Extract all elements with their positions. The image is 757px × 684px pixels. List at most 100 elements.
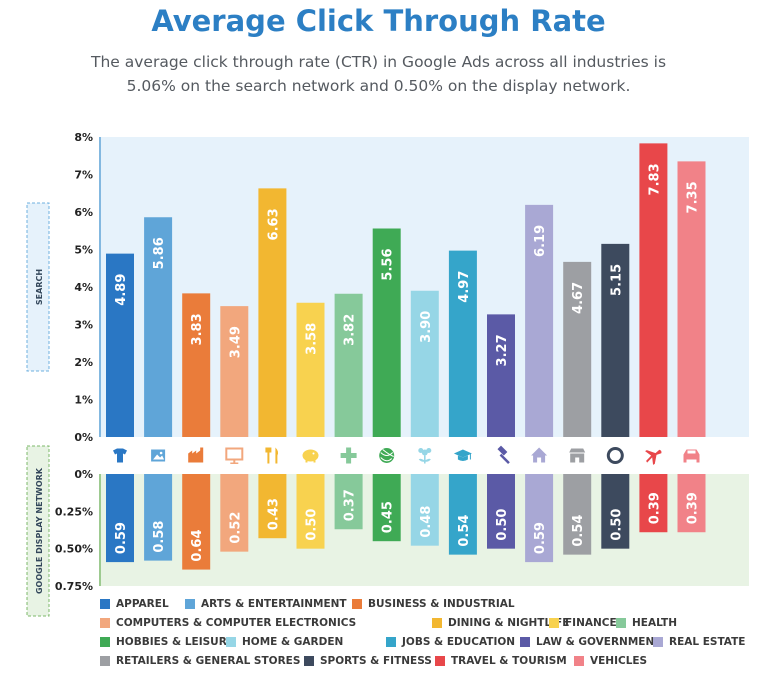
display-bar [487,474,515,549]
display-bar [220,474,249,552]
display-bar-label: 0.50 [305,509,320,541]
search-bar [296,302,325,437]
search-bar [372,228,401,437]
legend-item: JOBS & EDUCATION [386,636,515,648]
display-bar-label: 0.43 [266,498,281,530]
legend-item: SPORTS & FITNESS [304,655,432,667]
graduation-cap-icon [453,449,472,461]
search-y-tick-label: 1% [74,394,93,407]
search-bar [144,217,173,437]
display-section-panel [26,445,50,617]
display-bar [258,474,287,539]
display-bar [182,474,211,570]
piggy-bank-icon [302,449,319,463]
search-bar-label: 7.35 [686,181,701,213]
display-bar [296,474,325,549]
display-bar [525,474,554,563]
display-section-label: GOOGLE DISPLAY NETWORK [35,467,44,594]
search-bar [334,293,363,437]
display-bar-label: 0.58 [152,521,167,553]
store-icon [569,448,586,463]
legend-label: LAW & GOVERNMENT [536,636,662,648]
search-y-tick-label: 8% [74,131,93,144]
legend-label: BUSINESS & INDUSTRIAL [368,598,515,610]
search-bar-label: 6.19 [533,225,548,257]
legend-label: COMPUTERS & COMPUTER ELECTRONICS [116,617,357,629]
search-section-panel [26,202,50,372]
search-bar [677,161,706,437]
legend-label: FINANCE [565,617,617,629]
display-y-tick-label: 0% [74,468,93,481]
search-y-tick-label: 2% [74,356,93,369]
display-y-tick-label: 0.25% [55,505,93,518]
legend-item: APPAREL [100,598,169,610]
legend-swatch [226,637,236,647]
legend-swatch [574,656,584,666]
legend-swatch [100,618,110,628]
search-y-tick-label: 7% [74,169,93,182]
legend-label: HEALTH [632,617,677,629]
display-bar [106,474,134,563]
legend-item: HEALTH [616,617,677,629]
display-bar-label: 0.50 [495,509,510,541]
search-bar-label: 4.97 [457,271,472,303]
display-y-tick-label: 0.50% [55,543,93,556]
legend-item: HOME & GARDEN [226,636,343,648]
legend-swatch [520,637,530,647]
display-bar [334,474,363,530]
display-bar [639,474,668,533]
display-bar-label: 0.48 [419,506,434,538]
search-bar [563,261,592,437]
airplane-icon [645,449,662,465]
legend-swatch [653,637,663,647]
legend-item: ARTS & ENTERTAINMENT [185,598,347,610]
search-bar-label: 5.86 [152,237,167,269]
search-y-tick-label: 3% [74,319,93,332]
search-bar-label: 7.83 [647,163,662,195]
search-bar [106,253,134,437]
legend-label: HOBBIES & LEISURE [116,636,234,648]
legend-label: ARTS & ENTERTAINMENT [201,598,347,610]
search-y-tick-label: 5% [74,244,93,257]
display-bar-label: 0.45 [381,501,396,533]
search-bar-label: 4.89 [114,274,129,306]
display-bar-label: 0.39 [686,492,701,524]
legend-swatch [386,637,396,647]
cross-icon [340,447,357,464]
display-bar-label: 0.64 [190,529,205,561]
search-bar-label: 3.49 [228,326,243,358]
display-bar-label: 0.54 [571,515,586,547]
picture-icon [151,449,166,462]
legend-label: RETAILERS & GENERAL STORES [116,655,301,667]
display-bar-label: 0.37 [343,489,358,521]
legend-swatch [432,618,442,628]
display-bar-label: 0.52 [228,512,243,544]
factory-icon [188,447,204,463]
chart-subtitle: The average click through rate (CTR) in … [90,53,667,95]
display-bar-label: 0.50 [609,509,624,541]
search-bar-label: 3.90 [419,311,434,343]
legend-label: DINING & NIGHTLIFE [448,617,570,629]
search-bar-label: 3.82 [343,314,358,346]
legend-label: HOME & GARDEN [242,636,344,648]
search-bar [487,314,515,437]
yarn-icon [379,448,395,463]
legend-item: RETAILERS & GENERAL STORES [100,655,300,667]
gavel-icon [497,445,510,464]
legend-swatch [616,618,626,628]
search-bar [601,243,630,437]
flower-icon [418,448,432,464]
search-bar [258,188,287,437]
search-bar [639,143,668,437]
chart-title: Average Click Through Rate [151,4,606,38]
search-bar [220,306,249,437]
legend-swatch [100,656,110,666]
display-y-tick-label: 0.75% [55,580,93,593]
tshirt-icon [113,448,127,463]
search-bar-label: 5.15 [609,264,624,296]
stopwatch-icon [606,447,624,464]
display-bar-label: 0.54 [457,515,472,547]
legend-swatch [304,656,314,666]
display-bar [372,474,401,542]
